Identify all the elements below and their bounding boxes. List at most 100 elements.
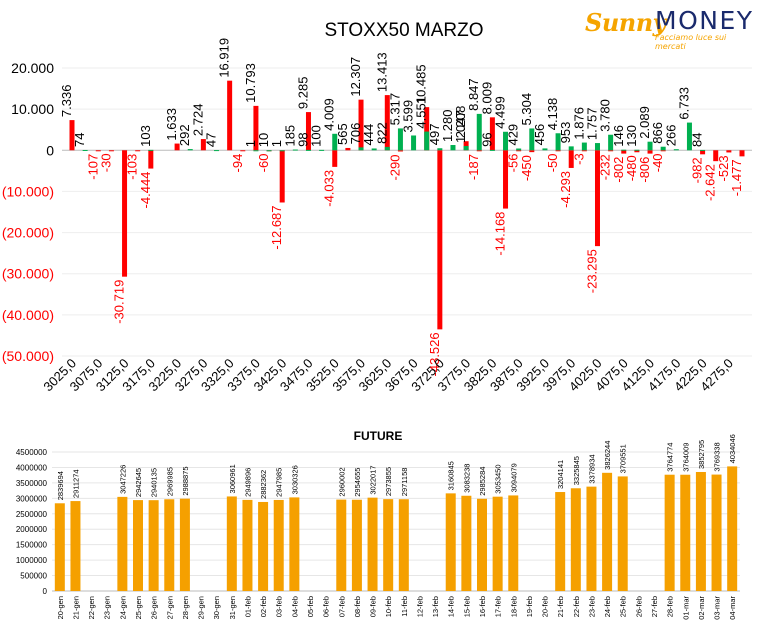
data-label: 5.304: [519, 93, 534, 126]
bar: [108, 150, 114, 152]
x-tick-label: 22-gen: [87, 596, 96, 619]
x-tick-label: 12-feb: [415, 596, 424, 617]
y-axis-ticks: (50.000) (40.000) (30.000) (20.000) (10.000)…: [2, 60, 54, 364]
bar: [279, 150, 285, 152]
future-bars: [54, 466, 738, 591]
data-label: -2.642: [703, 164, 718, 201]
y-tick-label: 20.000: [11, 60, 54, 76]
bar: [739, 150, 745, 157]
data-label: 292: [177, 124, 192, 146]
future-bar: [477, 498, 487, 591]
bar: [673, 149, 679, 151]
future-data-label: 3764774: [666, 443, 675, 472]
future-bar: [351, 499, 362, 591]
bar: [476, 150, 482, 152]
x-tick-label: 04-feb: [290, 596, 299, 617]
data-label: -50: [545, 153, 560, 172]
data-label: -187: [466, 154, 481, 180]
x-tick-label: 24-gen: [118, 596, 127, 619]
future-bar: [164, 499, 175, 591]
x-tick-label: 31-gen: [228, 596, 237, 619]
x-tick-label: 18-feb: [509, 596, 518, 617]
bar: [397, 128, 403, 151]
x-tick-label: 21-feb: [556, 596, 565, 617]
data-label: 2.089: [637, 106, 652, 139]
future-bar: [133, 500, 143, 591]
future-data-label: 3047226: [118, 465, 127, 494]
data-label: 130: [624, 125, 639, 147]
x-tick-label: 25-feb: [619, 596, 628, 617]
y-tick-label: (30.000): [2, 266, 54, 282]
future-data-label: 2960002: [337, 467, 346, 496]
data-label: -523: [716, 155, 731, 181]
bar: [187, 149, 193, 151]
bar: [555, 133, 561, 151]
x-tick-label: 03-feb: [275, 596, 284, 617]
bar: [647, 150, 653, 154]
x-tick-label: 23-gen: [103, 596, 112, 619]
future-data-label: 4034046: [728, 434, 737, 463]
future-data-label: 2988875: [181, 466, 190, 495]
future-bar: [336, 499, 347, 591]
data-label: -4.293: [558, 171, 573, 208]
bar: [358, 99, 364, 151]
x-tick-label: 27-gen: [165, 596, 174, 619]
x-tick-label: 02-feb: [259, 596, 268, 617]
future-x-axis-ticks: 20-gen 21-gen 22-gen 23-gen 24-gen 25-gen 26-g…: [56, 596, 737, 620]
future-data-label: 3709551: [619, 444, 628, 473]
data-label: -480: [624, 155, 639, 181]
data-label: 953: [558, 122, 573, 144]
x-tick-label: 14-feb: [447, 596, 456, 617]
x-tick-label: 26-feb: [634, 596, 643, 617]
data-label: -4.033: [322, 170, 337, 207]
data-label: -450: [519, 155, 534, 181]
future-bar: [727, 466, 738, 591]
data-label: 2.208: [453, 106, 468, 139]
bar: [634, 149, 640, 151]
bar: [148, 150, 154, 169]
x-tick-label: 29-gen: [197, 596, 206, 619]
stoxx50-options-chart: STOXX50 MARZO (50.000) (40.000) (30.000) (2…: [2, 20, 752, 394]
data-label: 444: [361, 124, 376, 146]
y-tick-label: 4000000: [16, 463, 48, 472]
future-data-label: 3325845: [572, 456, 581, 485]
y-tick-label: 4500000: [16, 448, 48, 457]
bar: [568, 146, 574, 151]
bar: [371, 148, 377, 151]
x-tick-label: 26-gen: [150, 596, 159, 619]
x-tick-label: 20-gen: [56, 596, 65, 619]
data-label: 96: [479, 132, 494, 146]
data-label: -4.444: [138, 172, 153, 209]
future-bar: [258, 501, 269, 591]
future-data-labels: 2839694 2911274 3047226 2942645 2940135 29699…: [56, 434, 737, 500]
x-tick-label: 19-feb: [525, 596, 534, 617]
bar: [608, 134, 614, 151]
bar: [489, 149, 495, 151]
x-tick-label: 07-feb: [337, 596, 346, 617]
x-tick-label: 04-mar: [728, 596, 737, 620]
data-label: -103: [125, 154, 140, 180]
future-data-label: 3030326: [290, 465, 299, 494]
data-label: 3.599: [401, 100, 416, 133]
bar: [489, 117, 495, 151]
bar: [581, 150, 587, 152]
data-label: -40: [650, 153, 665, 172]
data-label: -60: [256, 154, 271, 173]
y-tick-label: (10.000): [2, 183, 54, 199]
bar: [227, 80, 233, 151]
y-tick-label: 2000000: [16, 525, 48, 534]
data-label: 1.757: [584, 108, 599, 141]
data-label: -982: [690, 157, 705, 183]
bar: [503, 131, 509, 151]
x-tick-label: 23-feb: [587, 596, 596, 617]
data-label: 706: [348, 123, 363, 145]
logo-money-text: MONEY: [655, 6, 754, 35]
bar: [240, 150, 246, 152]
future-bar: [570, 488, 581, 591]
future-bar: [680, 474, 691, 591]
data-label: -806: [637, 157, 652, 183]
x-tick-label: 20-feb: [541, 596, 550, 617]
data-label: 456: [532, 124, 547, 146]
data-label: -232: [598, 154, 613, 180]
x-tick-label: 22-feb: [572, 596, 581, 617]
